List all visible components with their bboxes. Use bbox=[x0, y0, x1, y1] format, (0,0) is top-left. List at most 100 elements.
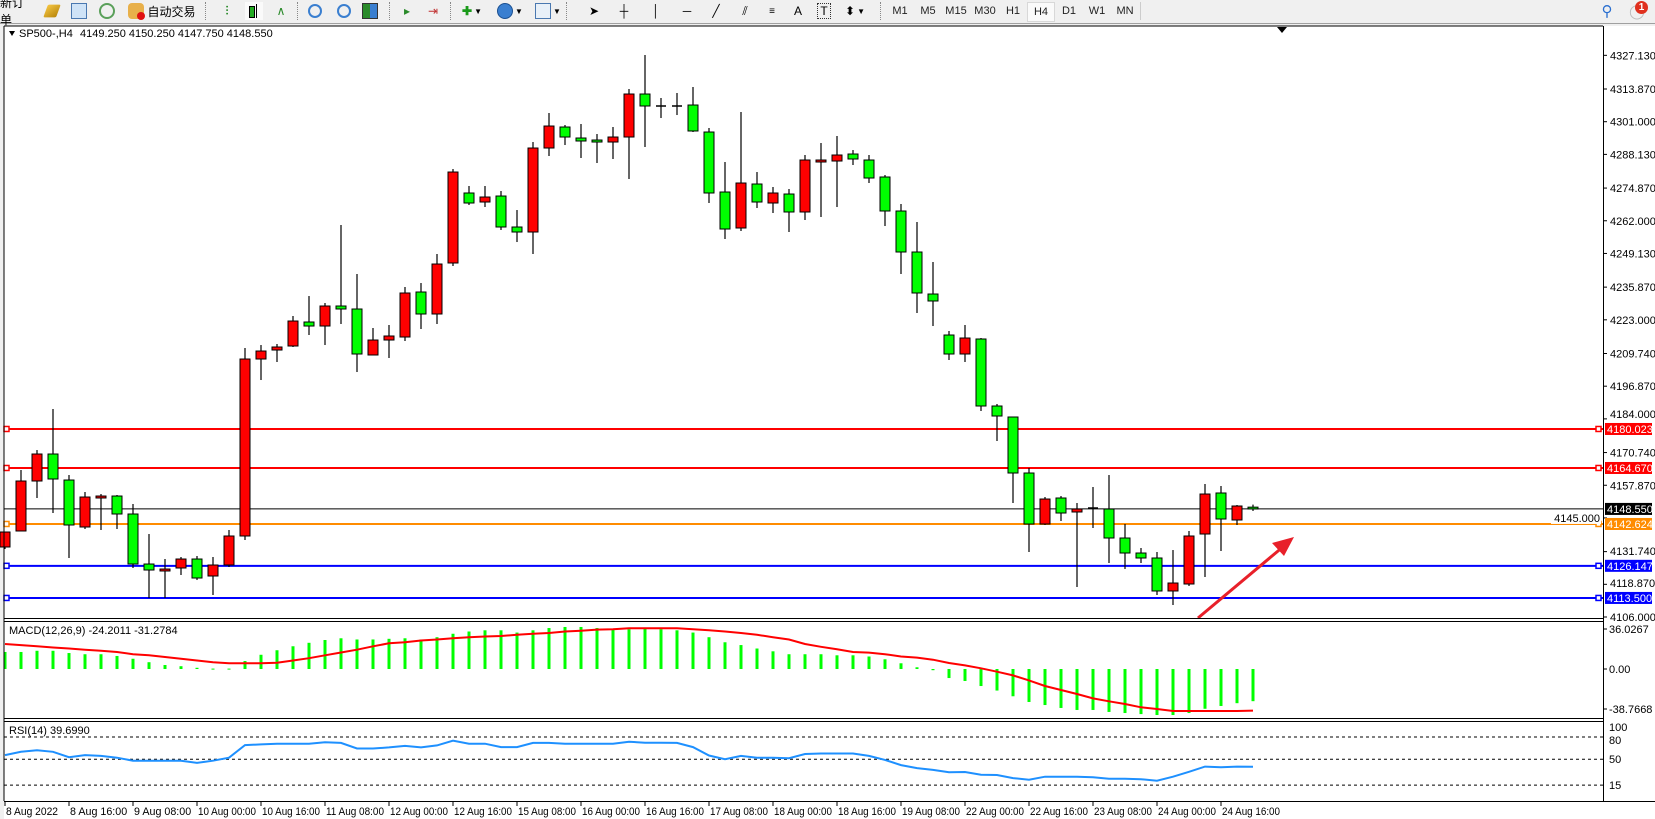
macd-bar bbox=[755, 648, 759, 669]
macd-bar bbox=[771, 651, 775, 669]
horizontal-line-tool[interactable]: ─ bbox=[678, 2, 696, 20]
tile-windows-button[interactable] bbox=[361, 2, 379, 20]
candle-body bbox=[687, 104, 699, 132]
timeframe-d1[interactable]: D1 bbox=[1061, 5, 1077, 17]
chart-menu-triangle-icon[interactable] bbox=[9, 31, 15, 36]
indicators-dropdown[interactable]: ✚ ▼ bbox=[458, 2, 486, 20]
timeframe-m1[interactable]: M1 bbox=[892, 5, 908, 17]
candle bbox=[559, 125, 571, 146]
trendline-tool[interactable]: ╱ bbox=[707, 2, 725, 20]
candle bbox=[255, 345, 267, 381]
text-label-tool[interactable]: T bbox=[815, 2, 833, 20]
annotation-arrow-line[interactable] bbox=[1197, 544, 1285, 620]
price-tick-label: 4106.000 bbox=[1610, 612, 1655, 624]
macd-bar bbox=[131, 658, 135, 669]
candle-body bbox=[543, 125, 555, 149]
line-handle[interactable] bbox=[3, 425, 10, 433]
zoom-out-button[interactable] bbox=[335, 2, 353, 20]
navigator-button[interactable] bbox=[98, 2, 116, 20]
candle bbox=[607, 127, 619, 160]
line-handle[interactable] bbox=[3, 562, 10, 570]
candle-body bbox=[1231, 505, 1243, 521]
timeframe-m15[interactable]: M15 bbox=[945, 5, 967, 17]
candle-body bbox=[639, 93, 651, 107]
notifications-button[interactable]: ◯1 bbox=[1624, 1, 1650, 20]
macd-bar bbox=[1107, 669, 1111, 712]
timeframe-m30[interactable]: M30 bbox=[974, 5, 996, 17]
macd-bar bbox=[899, 663, 903, 669]
timeframe-m5[interactable]: M5 bbox=[920, 5, 936, 17]
macd-panel[interactable] bbox=[3, 626, 1255, 716]
chart-shift-button[interactable]: ⇥ bbox=[424, 2, 442, 20]
time-tick-label: 8 Aug 2022 bbox=[6, 806, 58, 818]
bar-chart-button[interactable]: ⫶ bbox=[218, 2, 236, 20]
periods-dropdown[interactable]: ▼ bbox=[496, 2, 524, 20]
candle-body bbox=[719, 191, 731, 230]
line-chart-button[interactable]: ∧ bbox=[272, 2, 290, 20]
fibonacci-tool[interactable]: ≡ bbox=[763, 2, 781, 20]
auto-trading-button[interactable]: 自动交易 bbox=[123, 2, 201, 20]
search-button[interactable]: ⚲ bbox=[1598, 2, 1616, 20]
line-handle[interactable] bbox=[1595, 562, 1602, 570]
candle-body bbox=[399, 292, 411, 338]
text-tool[interactable]: A bbox=[789, 2, 807, 20]
line-price-label-bg bbox=[1605, 517, 1652, 530]
timeframe-w1[interactable]: W1 bbox=[1088, 5, 1106, 17]
macd-bar bbox=[819, 654, 823, 669]
line-handle[interactable] bbox=[1595, 425, 1602, 433]
candle bbox=[1151, 552, 1163, 596]
candle-body bbox=[351, 308, 363, 355]
timeframe-mn[interactable]: MN bbox=[1116, 5, 1134, 17]
text-tool-label: A bbox=[793, 4, 802, 18]
vertical-line-tool[interactable]: │ bbox=[647, 2, 665, 20]
macd-bar bbox=[1235, 669, 1239, 704]
line-handle[interactable] bbox=[3, 520, 10, 528]
candle bbox=[959, 325, 971, 363]
templates-dropdown[interactable]: ▼ bbox=[534, 2, 562, 20]
candle bbox=[895, 203, 907, 274]
macd-bar bbox=[227, 668, 231, 670]
tile-windows-icon bbox=[362, 3, 378, 19]
candle-body bbox=[863, 159, 875, 179]
candle bbox=[1055, 496, 1067, 521]
candle bbox=[719, 162, 731, 239]
arrows-icon: ⬍ bbox=[845, 4, 856, 18]
crosshair-tool[interactable]: ┼ bbox=[615, 2, 633, 20]
line-handle[interactable] bbox=[1595, 464, 1602, 472]
auto-scroll-button[interactable]: ▸ bbox=[398, 2, 416, 20]
chart-shift-marker-icon[interactable] bbox=[1277, 27, 1287, 33]
macd-bar bbox=[627, 629, 631, 669]
price-tick-label: 4313.870 bbox=[1610, 84, 1655, 96]
equidistant-channel-tool[interactable]: ⫽ bbox=[736, 2, 754, 20]
candle bbox=[1199, 484, 1211, 577]
arrows-dropdown[interactable]: ⬍ ▼ bbox=[842, 2, 868, 20]
candle-body bbox=[991, 405, 1003, 417]
candle-body bbox=[1103, 508, 1115, 539]
timeframe-h1[interactable]: H1 bbox=[1005, 5, 1021, 17]
time-tick-label: 9 Aug 08:00 bbox=[134, 806, 191, 818]
line-price-label: 4180.023 bbox=[1607, 424, 1653, 436]
timeframe-h4[interactable]: H4 bbox=[1027, 2, 1055, 22]
line-handle[interactable] bbox=[3, 594, 10, 602]
zoom-in-button[interactable] bbox=[306, 2, 324, 20]
line-handle[interactable] bbox=[1595, 594, 1602, 602]
candle bbox=[527, 142, 539, 255]
rsi-panel[interactable] bbox=[4, 736, 1603, 786]
horizontal-line-icon: ─ bbox=[682, 4, 692, 18]
chart-plot-area bbox=[4, 26, 1603, 801]
candle bbox=[943, 330, 955, 361]
macd-bar bbox=[595, 628, 599, 669]
cursor-tool[interactable]: ➤ bbox=[585, 2, 603, 20]
candle-body bbox=[575, 137, 587, 142]
candle bbox=[767, 187, 779, 214]
candle-body bbox=[303, 321, 315, 327]
data-window-button[interactable] bbox=[70, 2, 88, 20]
candlestick-chart-button[interactable] bbox=[245, 2, 263, 20]
macd-bar bbox=[1027, 669, 1031, 702]
market-watch-button[interactable] bbox=[43, 2, 61, 20]
line-handle[interactable] bbox=[3, 464, 10, 472]
new-order-button[interactable]: 新订单 bbox=[0, 0, 34, 27]
time-tick-label: 12 Aug 16:00 bbox=[454, 806, 512, 818]
main-price-panel[interactable] bbox=[0, 54, 1603, 620]
